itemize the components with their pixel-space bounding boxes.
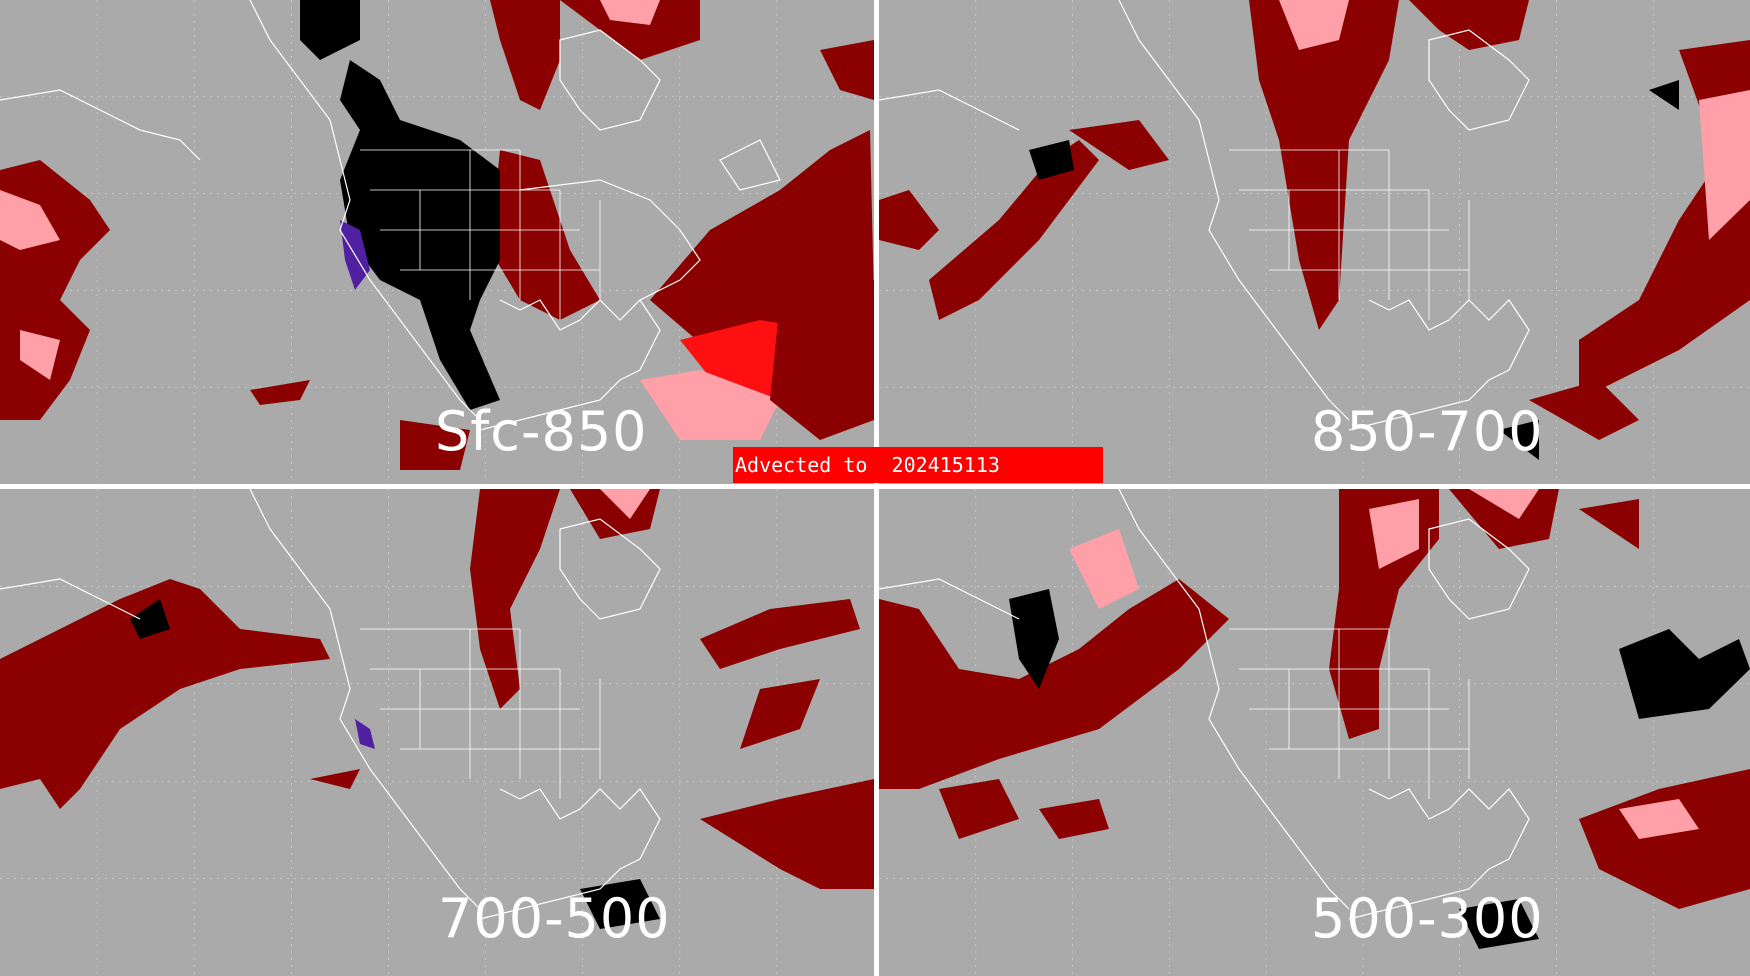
coastlines [879, 489, 1530, 920]
coastlines [0, 0, 781, 431]
moisture-blobs [0, 489, 874, 929]
banner-prefix: Advected to [735, 453, 868, 477]
lat-lon-graticule [879, 489, 1750, 976]
map-panel-sfc-850: Sfc-850 [0, 0, 874, 484]
lat-lon-graticule [0, 489, 874, 976]
state-boundaries [360, 149, 601, 320]
map-canvas [879, 0, 1750, 484]
coastlines [0, 489, 661, 920]
layer-label: 500-300 [1311, 887, 1544, 950]
advection-time-banner: Advected to 202415113 [733, 447, 1103, 483]
moisture-blobs [879, 0, 1750, 460]
map-panel-850-700: 850-700 [879, 0, 1750, 484]
map-panel-700-500: 700-500 [0, 489, 874, 976]
coastlines [879, 0, 1530, 431]
layer-label: Sfc-850 [435, 400, 648, 463]
state-boundaries [1229, 628, 1470, 799]
state-boundaries [360, 628, 601, 799]
state-boundaries [1229, 149, 1470, 320]
layer-label: 700-500 [438, 887, 671, 950]
map-canvas [0, 489, 874, 976]
layer-label: 850-700 [1311, 400, 1544, 463]
banner-time: 202415113 [891, 453, 1000, 477]
map-panel-500-300: 500-300 [879, 489, 1750, 976]
map-canvas [879, 489, 1750, 976]
map-canvas [0, 0, 874, 484]
moisture-blobs [879, 489, 1750, 949]
